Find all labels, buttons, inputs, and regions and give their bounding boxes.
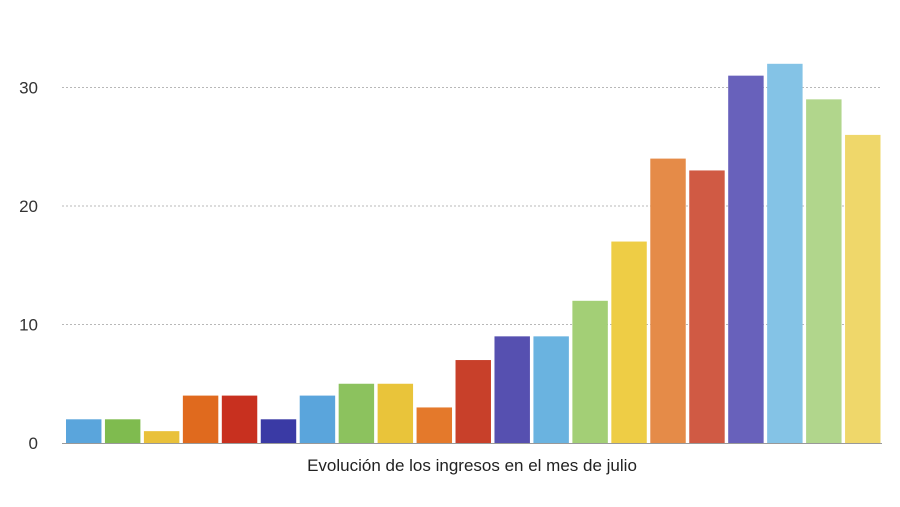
- bars: [66, 63, 881, 444]
- y-tick-label: 30: [19, 79, 38, 98]
- bar-11: [455, 360, 491, 443]
- bar-1: [66, 419, 102, 443]
- y-axis-ticks: 0 10 20 30: [19, 79, 38, 454]
- bar-16: [650, 158, 686, 443]
- bar-20: [806, 99, 842, 443]
- bar-4: [182, 395, 219, 443]
- gridlines: [62, 87, 882, 325]
- bar-13: [533, 336, 569, 443]
- bar-14: [572, 300, 608, 443]
- bar-2: [104, 419, 141, 443]
- bar-18: [728, 75, 764, 444]
- y-tick-label: 0: [29, 434, 38, 453]
- bar-15: [611, 241, 647, 443]
- bar-5: [221, 395, 258, 443]
- bar-12: [494, 336, 530, 443]
- x-axis-label: Evolución de los ingresos en el mes de j…: [307, 456, 637, 475]
- y-tick-label: 10: [19, 316, 38, 335]
- bar-17: [689, 170, 725, 443]
- y-tick-label: 20: [19, 197, 38, 216]
- bar-10: [416, 407, 453, 443]
- bar-9: [377, 383, 414, 443]
- bar-6: [260, 419, 297, 443]
- bar-3: [143, 431, 180, 443]
- bar-19: [767, 63, 803, 444]
- bar-21: [845, 134, 881, 443]
- bar-8: [338, 383, 375, 443]
- bar-7: [299, 395, 336, 443]
